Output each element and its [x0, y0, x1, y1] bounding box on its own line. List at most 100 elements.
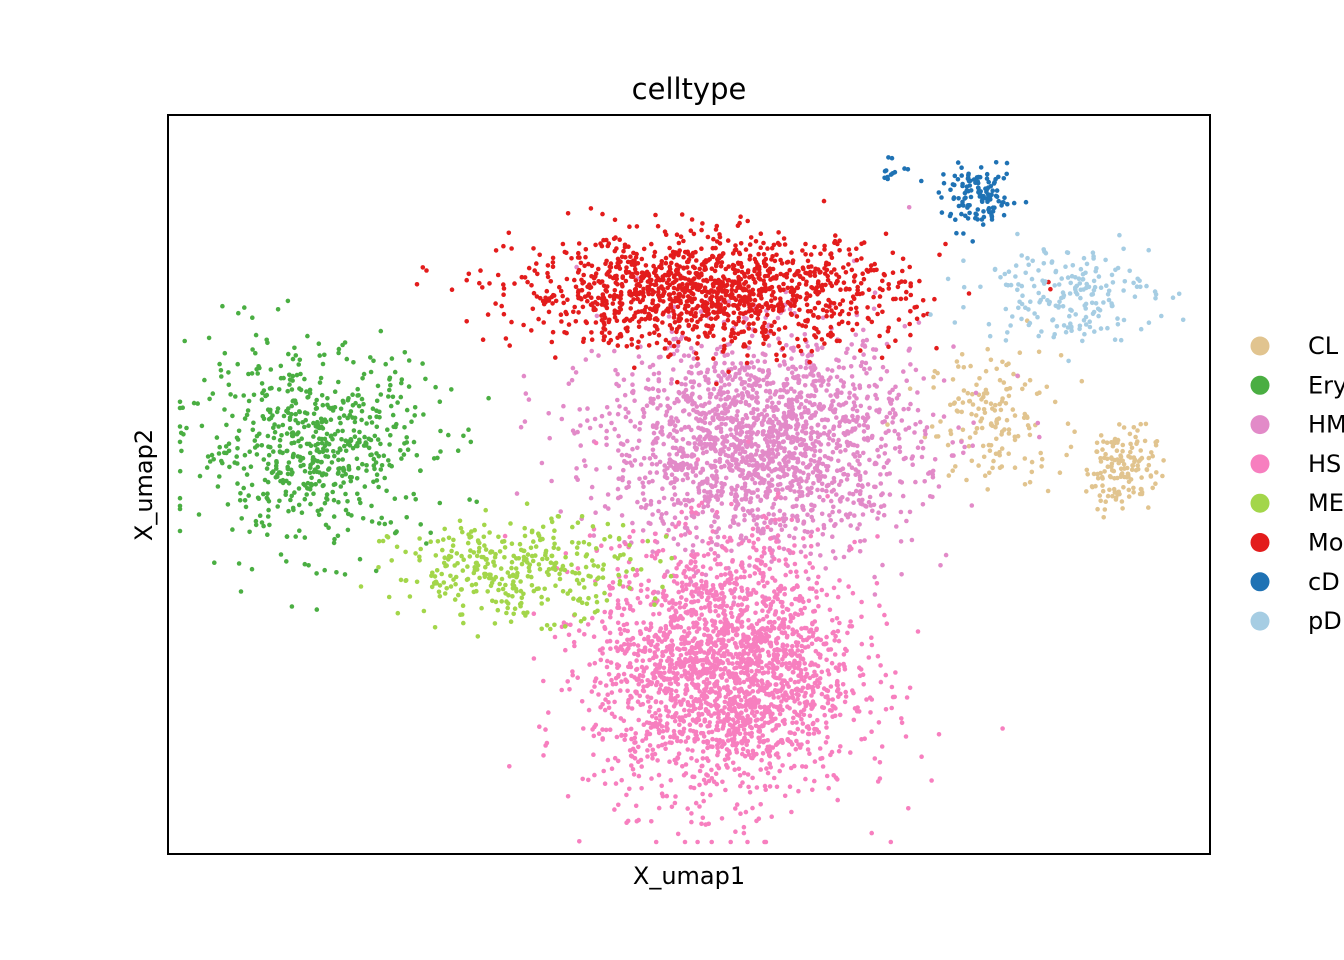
cell-point	[619, 679, 624, 684]
cell-point	[886, 458, 891, 463]
cell-point	[770, 657, 776, 663]
cell-point	[686, 370, 692, 375]
cell-point	[811, 630, 816, 636]
cell-point	[681, 571, 686, 576]
cell-point	[345, 441, 351, 447]
cell-point	[724, 687, 730, 693]
cell-point	[707, 680, 712, 686]
cell-point	[666, 527, 671, 533]
cell-point	[792, 543, 797, 548]
cell-point	[1128, 441, 1133, 447]
cell-point	[819, 375, 825, 380]
cell-point	[718, 719, 724, 724]
cell-point	[593, 440, 599, 446]
cell-point	[228, 392, 233, 397]
cell-point	[328, 434, 334, 439]
cell-point	[902, 323, 908, 329]
cell-point	[694, 462, 699, 468]
cell-point	[725, 738, 731, 743]
cell-point	[331, 497, 337, 503]
cell-point	[997, 377, 1003, 383]
cell-point	[659, 783, 664, 789]
cell-point	[311, 491, 316, 497]
cell-point	[700, 446, 705, 451]
cell-point	[743, 412, 749, 418]
cell-point	[951, 344, 956, 349]
cell-point	[672, 732, 677, 738]
cell-point	[691, 356, 697, 362]
cell-point	[686, 566, 692, 572]
cell-point	[325, 402, 330, 408]
cell-point	[693, 732, 698, 737]
cell-point	[760, 449, 765, 454]
cell-point	[319, 472, 325, 478]
cell-point	[177, 424, 183, 429]
cell-point	[841, 365, 846, 371]
cell-point	[832, 523, 837, 529]
cell-point	[309, 475, 314, 481]
cell-point	[733, 806, 738, 811]
cell-point	[314, 607, 320, 612]
cell-point	[899, 572, 904, 577]
cell-point	[974, 382, 979, 388]
cell-point	[628, 753, 634, 758]
cell-point	[338, 447, 343, 453]
cell-point	[1125, 472, 1131, 477]
cell-point	[832, 407, 838, 412]
cell-point	[467, 497, 472, 502]
cell-point	[376, 521, 382, 526]
cell-point	[787, 533, 792, 539]
cell-point	[323, 419, 329, 425]
cell-point	[1094, 449, 1099, 454]
cell-point	[727, 570, 733, 575]
cell-point	[746, 677, 751, 682]
cell-point	[711, 629, 716, 634]
cell-point	[616, 672, 621, 678]
cell-point	[836, 748, 842, 754]
cell-point	[206, 335, 212, 341]
cell-point	[708, 463, 713, 469]
cell-point	[751, 490, 756, 495]
cell-point	[649, 461, 655, 467]
cell-point	[746, 592, 751, 598]
cell-point	[325, 497, 330, 502]
cell-point	[721, 416, 726, 422]
cell-point	[860, 342, 865, 348]
cell-point	[739, 588, 745, 594]
cell-point	[743, 535, 749, 541]
cell-point	[625, 818, 631, 824]
cell-point	[780, 707, 785, 713]
cell-point	[761, 583, 767, 589]
cell-point	[883, 443, 888, 448]
cell-point	[404, 407, 410, 413]
cell-point	[756, 557, 761, 563]
cell-point	[875, 447, 880, 453]
cell-point	[1098, 433, 1104, 438]
cell-point	[580, 776, 585, 782]
cell-point	[1111, 486, 1117, 492]
cell-point	[290, 453, 296, 458]
cell-point	[314, 571, 319, 576]
cell-point	[762, 414, 767, 420]
cell-point	[803, 764, 809, 769]
cell-point	[824, 467, 830, 473]
cell-point	[748, 496, 754, 501]
cell-point	[614, 639, 620, 645]
cell-point	[784, 376, 790, 382]
cell-point	[664, 793, 670, 799]
cell-point	[953, 464, 958, 469]
cell-point	[834, 468, 840, 474]
cell-point	[631, 772, 637, 777]
cell-point	[907, 509, 913, 515]
cell-point	[292, 490, 297, 495]
cell-point	[669, 472, 675, 478]
cell-point	[274, 459, 279, 464]
cell-point	[621, 622, 627, 628]
cell-point	[852, 355, 857, 361]
cell-point	[603, 697, 608, 702]
cell-point	[596, 731, 602, 736]
cell-point	[658, 718, 663, 723]
cell-point	[870, 508, 875, 514]
cell-point	[748, 662, 753, 667]
cell-point	[286, 351, 291, 357]
